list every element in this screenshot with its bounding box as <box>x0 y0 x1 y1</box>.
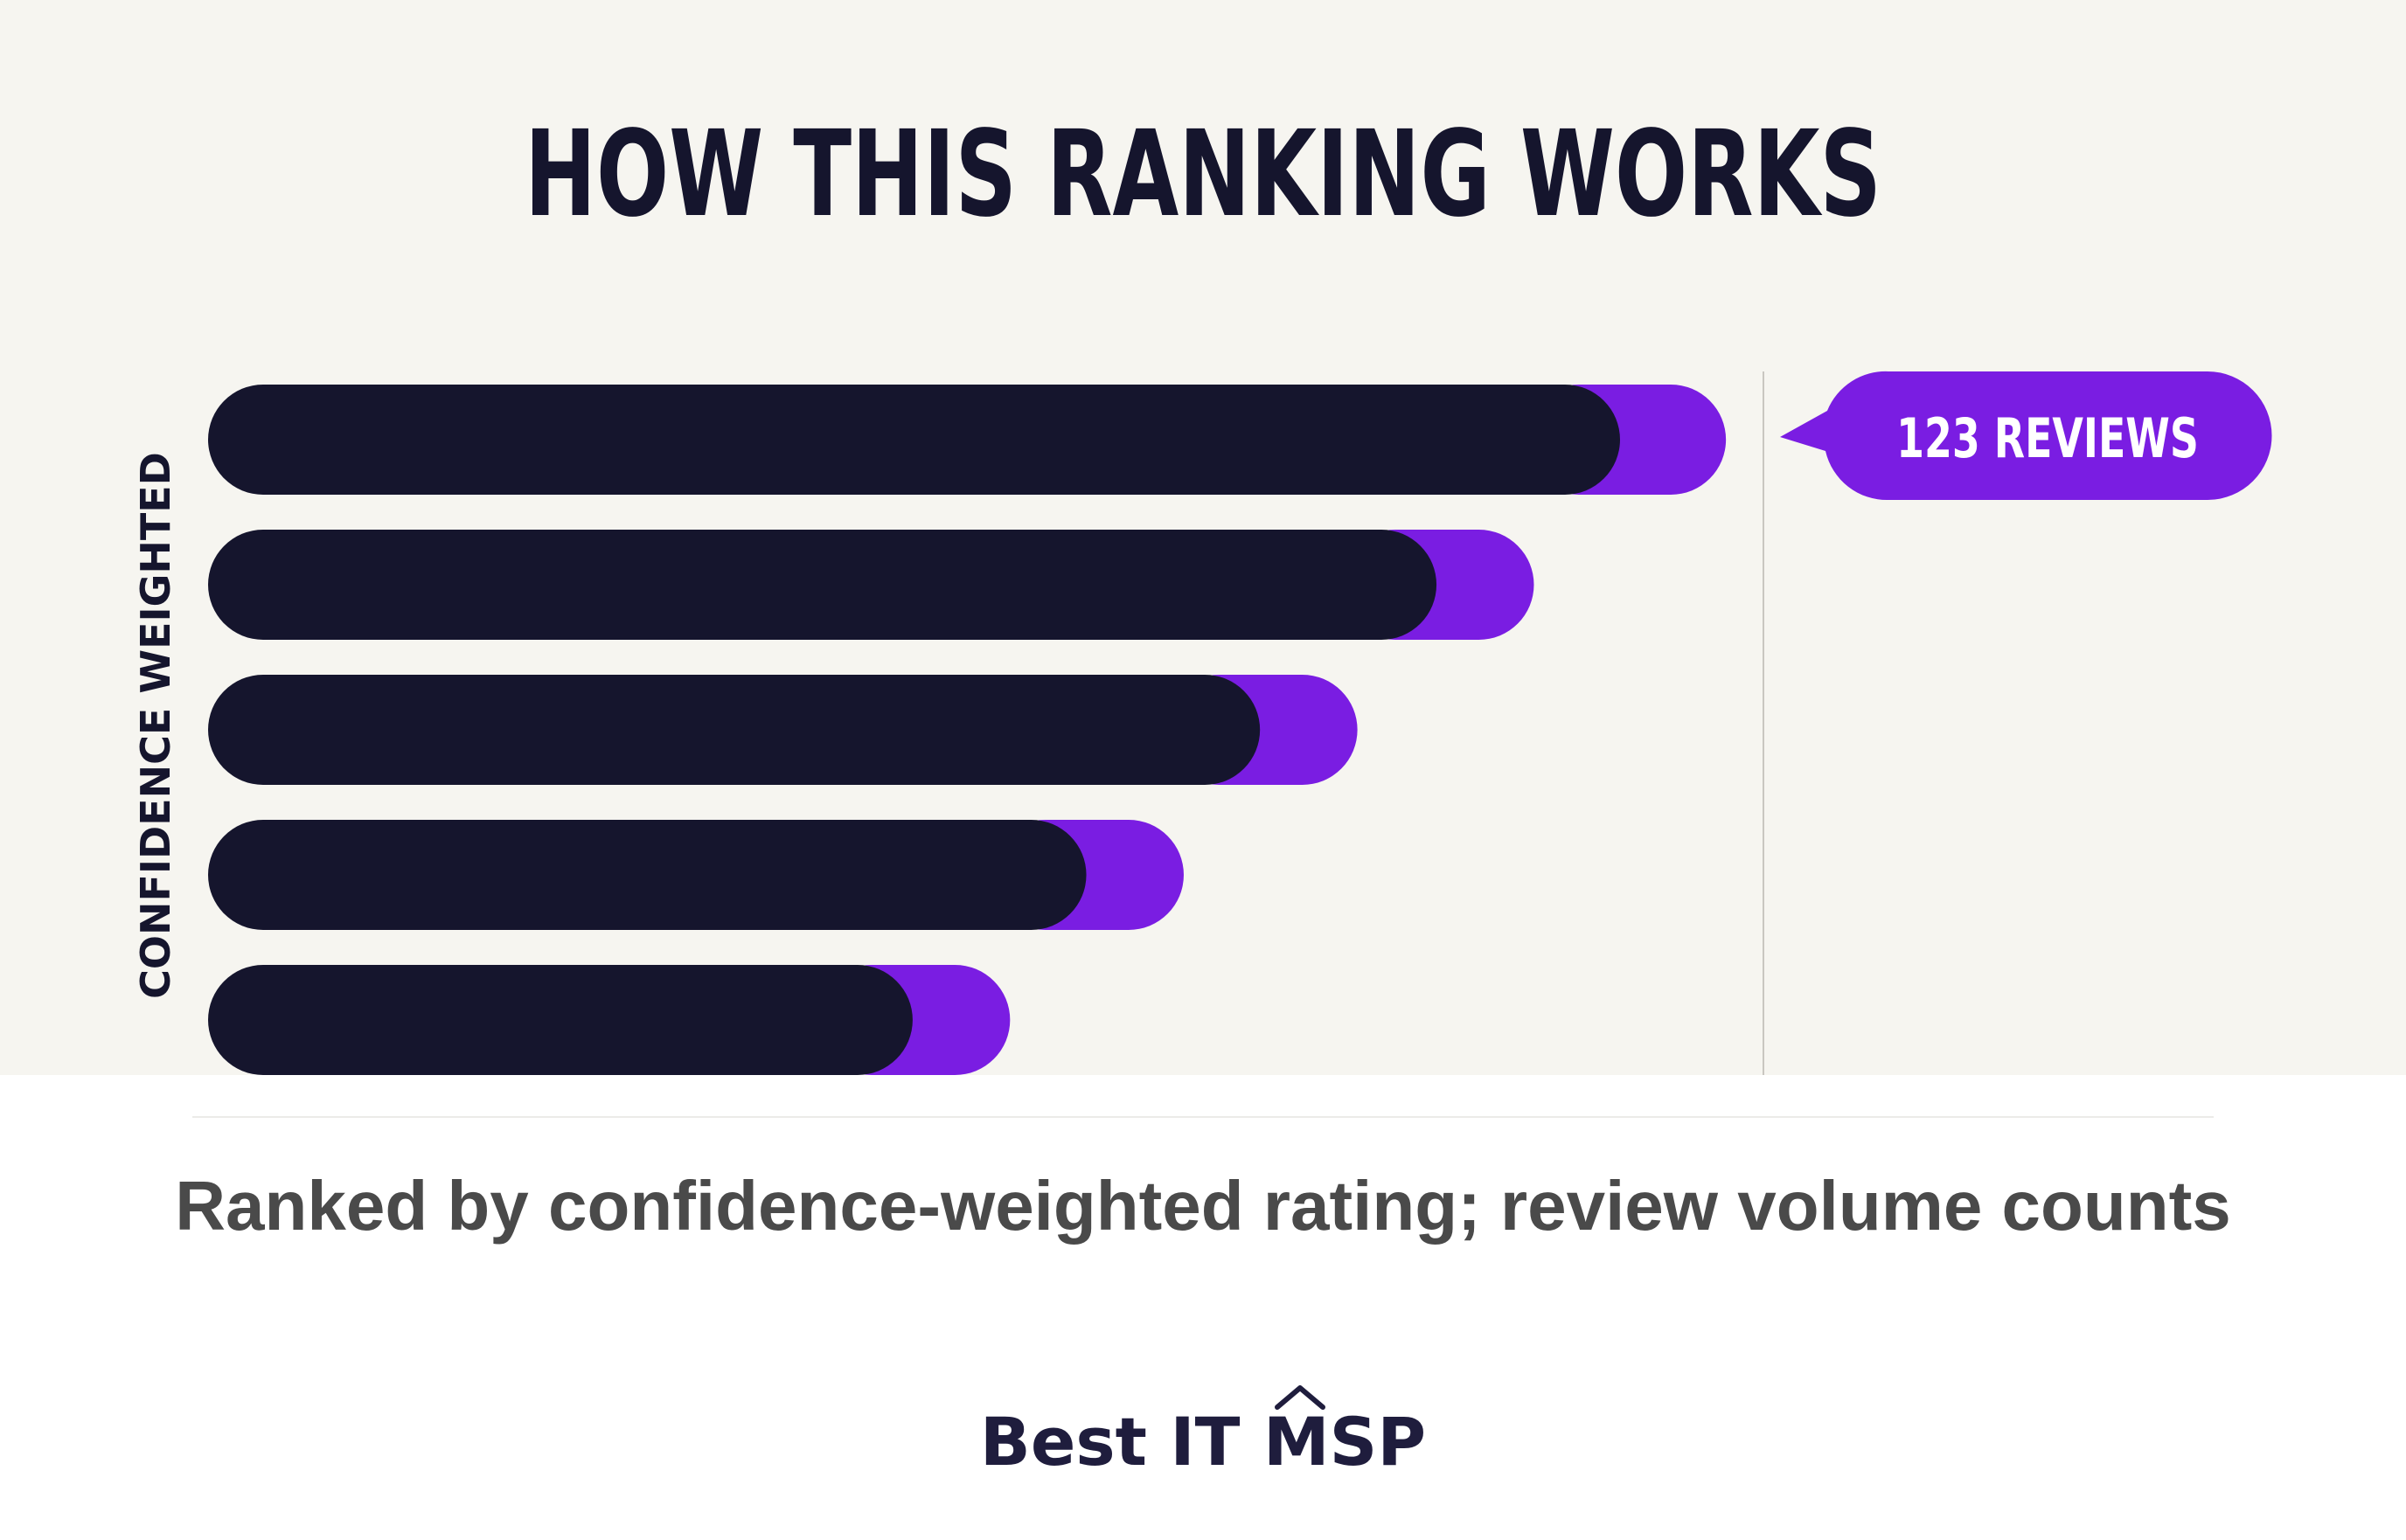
brand-logo: Best IT MSP <box>0 1385 2406 1486</box>
bar-chart: 123 REVIEWS <box>208 371 2272 1075</box>
chart-title: HOW THIS RANKING WORKS <box>524 106 1881 244</box>
bar-base-rank-4 <box>208 820 1087 930</box>
callout-label: 123 REVIEWS <box>1896 406 2199 470</box>
caption-text: Ranked by confidence-weighted rating; re… <box>175 1167 2231 1245</box>
bar-group-rank-2 <box>208 530 1534 640</box>
bar-base-rank-2 <box>208 530 1437 640</box>
bar-group-rank-1 <box>208 385 1727 495</box>
bar-base-rank-5 <box>208 965 913 1075</box>
callout-bubble <box>1780 371 2272 501</box>
bar-group-rank-5 <box>208 965 1011 1075</box>
roof-icon <box>1275 1385 1325 1410</box>
brand-name-part2: MSP <box>1263 1403 1427 1481</box>
footer-divider <box>192 1116 2214 1118</box>
brand-name-part1: Best IT <box>979 1403 1241 1481</box>
bars-layer <box>208 385 1727 1075</box>
brand-msp: MSP <box>1263 1385 1427 1486</box>
bar-group-rank-3 <box>208 675 1358 785</box>
bar-base-rank-3 <box>208 675 1261 785</box>
reviews-callout: 123 REVIEWS <box>1780 371 2272 501</box>
bar-group-rank-4 <box>208 820 1184 930</box>
bar-base-rank-1 <box>208 385 1620 495</box>
